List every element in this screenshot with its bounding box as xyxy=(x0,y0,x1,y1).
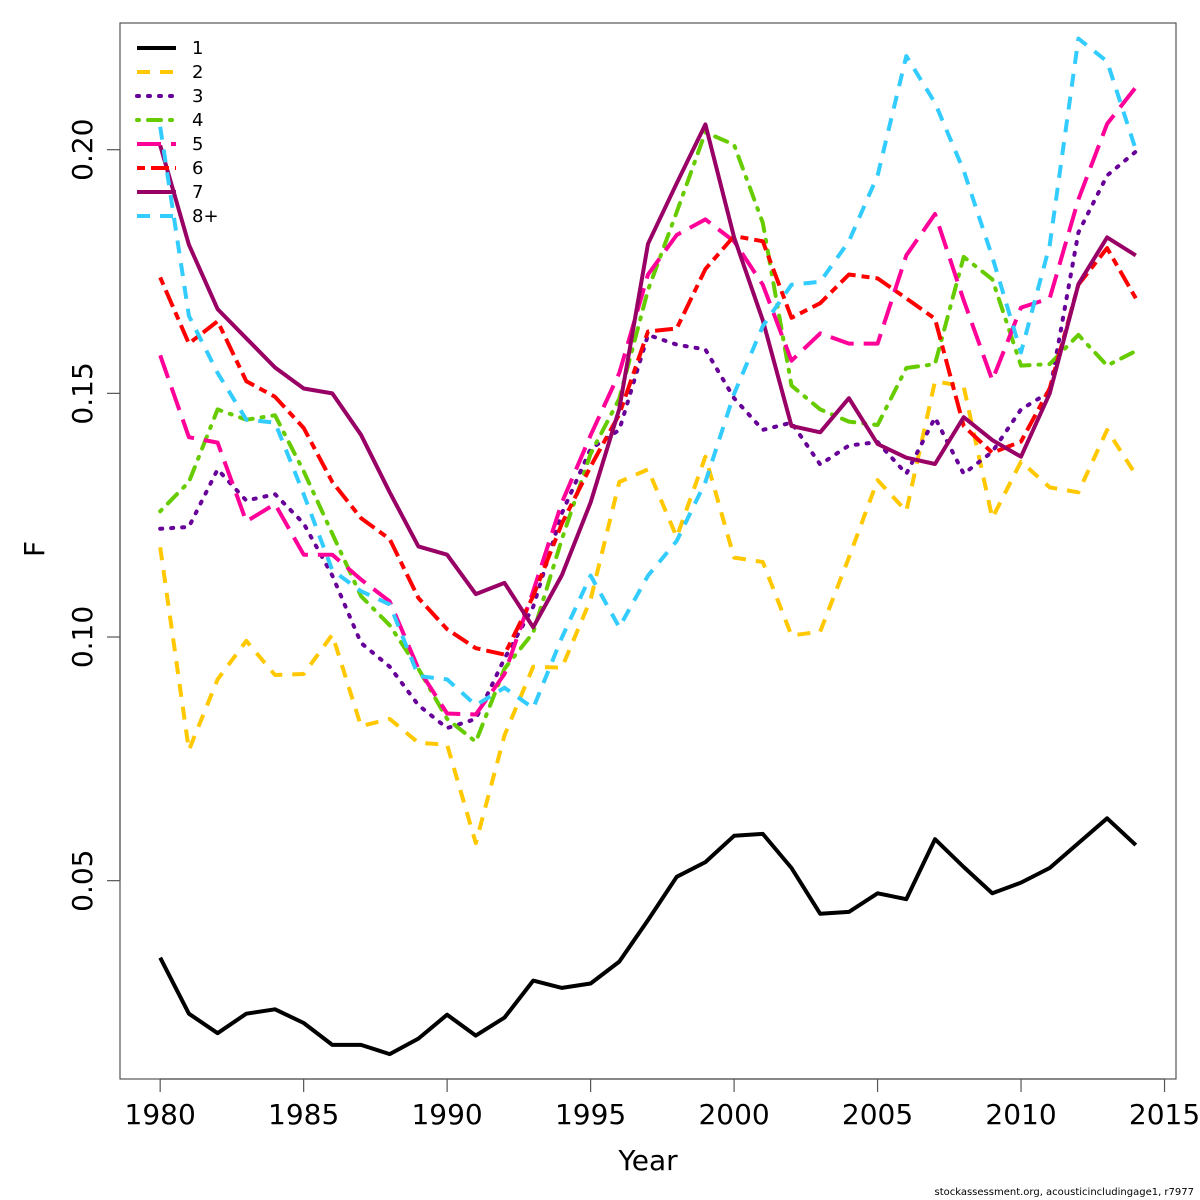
legend-label: 4 xyxy=(192,110,203,131)
x-tick-label: 2015 xyxy=(1129,1098,1200,1131)
x-tick-label: 2005 xyxy=(842,1098,913,1131)
footer-credit: stockassessment.org, acousticincludingag… xyxy=(934,1187,1194,1198)
series-line-4 xyxy=(158,130,1138,744)
series-line-7 xyxy=(158,122,1137,630)
legend-item: 6 xyxy=(137,158,203,179)
series-line-6 xyxy=(158,234,1138,657)
x-axis-title: Year xyxy=(617,1144,678,1177)
legend-item: 8+ xyxy=(137,206,219,227)
y-tick-label: 0.15 xyxy=(66,362,99,424)
x-tick-label: 2000 xyxy=(698,1098,769,1131)
legend-item: 5 xyxy=(137,134,203,155)
series-line-1 xyxy=(158,816,1138,1057)
y-tick-label: 0.05 xyxy=(66,850,99,912)
legend-label: 6 xyxy=(192,158,203,179)
series-line-8plus xyxy=(158,36,1138,711)
legend-item: 1 xyxy=(137,38,203,59)
legend-label: 5 xyxy=(192,134,203,155)
y-axis: 0.05 0.10 0.15 0.20 xyxy=(66,119,121,912)
x-tick-label: 1985 xyxy=(268,1098,339,1131)
y-tick-label: 0.10 xyxy=(66,606,99,668)
legend: 1 2 3 4 5 6 7 8+ xyxy=(135,38,219,227)
x-tick-label: 1995 xyxy=(555,1098,626,1131)
series-line-3 xyxy=(158,149,1138,731)
legend-label: 8+ xyxy=(192,206,219,227)
x-tick-label: 1980 xyxy=(125,1098,196,1131)
legend-label: 3 xyxy=(192,86,203,107)
series-line-5 xyxy=(158,86,1138,717)
legend-item: 7 xyxy=(137,182,203,203)
legend-item: 2 xyxy=(137,62,203,83)
legend-item: 4 xyxy=(135,110,203,131)
legend-label: 2 xyxy=(192,62,203,83)
legend-item: 3 xyxy=(135,86,203,107)
x-axis: 1980 1985 1990 1995 2000 2005 2010 2015 xyxy=(125,1078,1200,1131)
legend-label: 7 xyxy=(192,182,203,203)
y-tick-label: 0.20 xyxy=(66,119,99,181)
x-tick-label: 1990 xyxy=(411,1098,482,1131)
series-layer xyxy=(158,36,1138,1057)
legend-label: 1 xyxy=(192,38,203,59)
x-tick-label: 2010 xyxy=(985,1098,1056,1131)
y-axis-title: F xyxy=(18,541,51,557)
